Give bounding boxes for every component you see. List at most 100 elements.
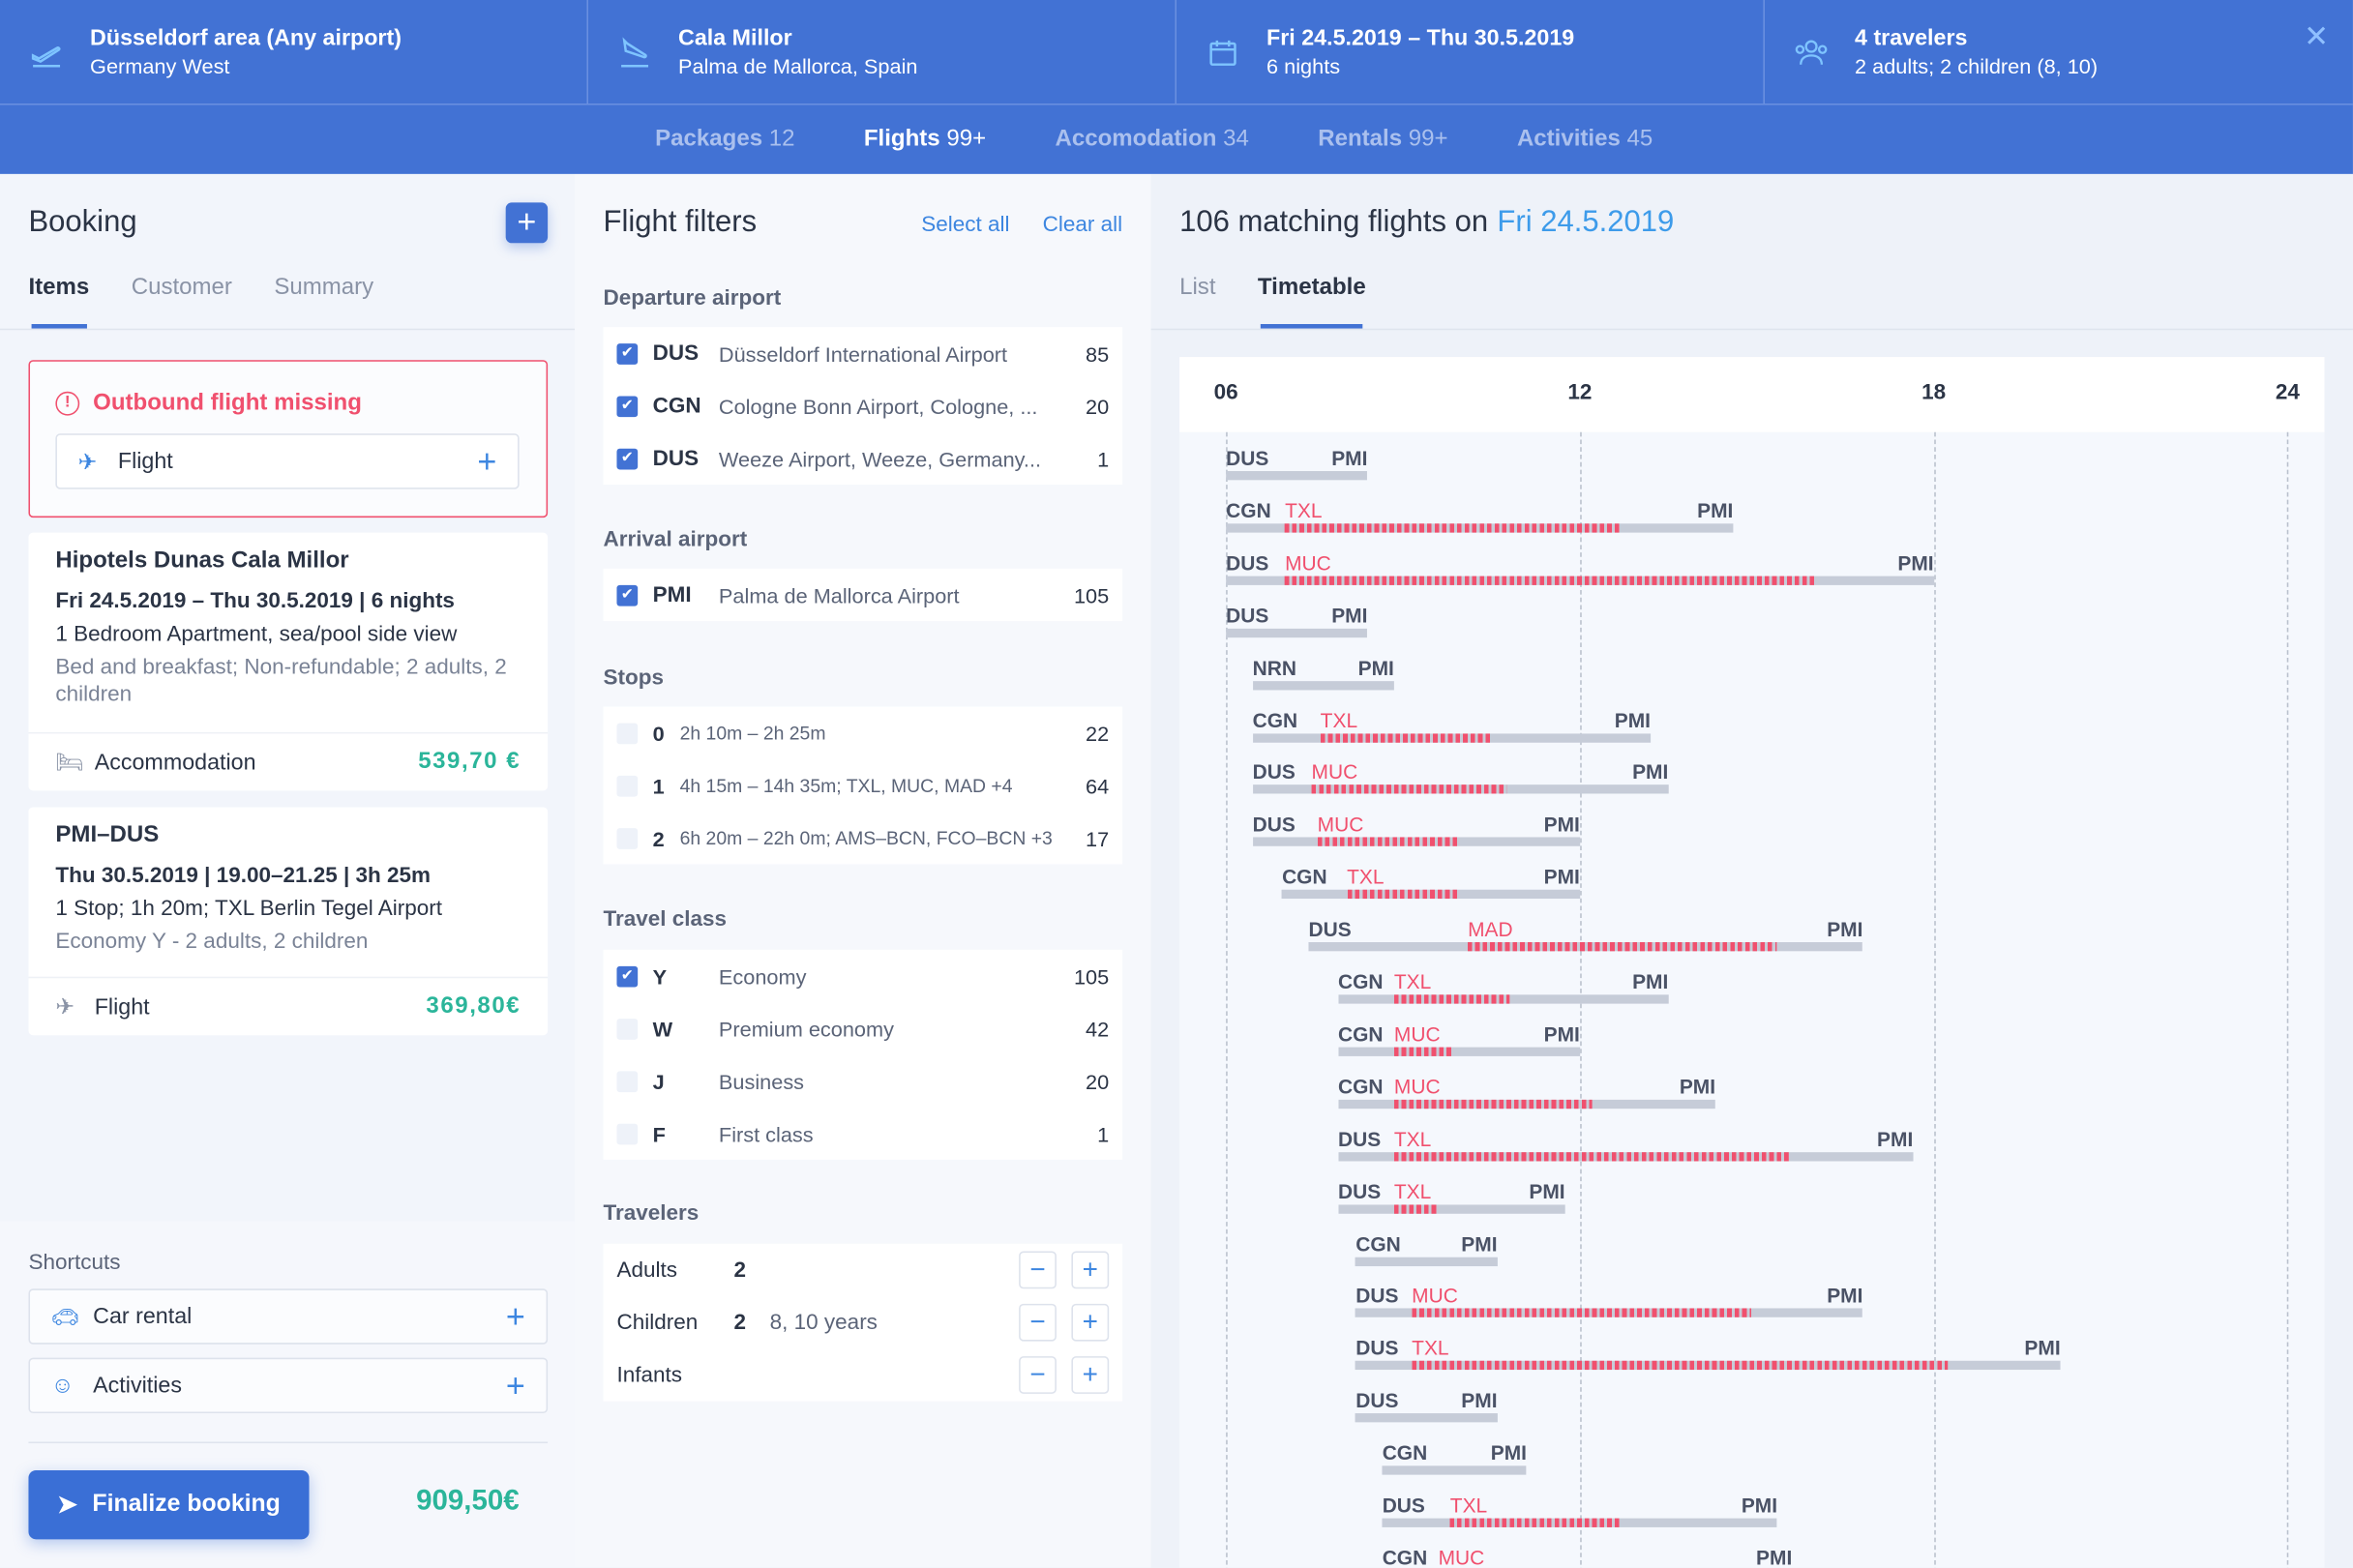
tab-packages[interactable]: Packages 12 bbox=[655, 126, 794, 153]
class-option[interactable]: ✔ Y Economy 105 bbox=[604, 950, 1123, 1002]
origin-label: DUS bbox=[1252, 760, 1296, 784]
layover-segment bbox=[1393, 994, 1509, 1004]
origin-title: Düsseldorf area (Any airport) bbox=[90, 25, 402, 51]
flight-bar[interactable] bbox=[1355, 1413, 1498, 1423]
decrement-button[interactable]: − bbox=[1019, 1303, 1057, 1342]
car-rental-shortcut[interactable]: 🚗︎ Car rental + bbox=[28, 1288, 549, 1345]
return-flight-card[interactable]: PMI–DUS Thu 30.5.2019 | 19.00–21.25 | 3h… bbox=[28, 807, 549, 1036]
select-all-link[interactable]: Select all bbox=[921, 213, 1010, 238]
destination-label: PMI bbox=[1897, 551, 1934, 575]
activities-shortcut[interactable]: ☺ Activities + bbox=[28, 1357, 549, 1414]
checkbox[interactable] bbox=[616, 775, 639, 796]
origin-label: CGN bbox=[1337, 1075, 1384, 1099]
decrement-button[interactable]: − bbox=[1019, 1356, 1057, 1394]
add-outbound-flight-button[interactable]: ✈ Flight + bbox=[55, 433, 520, 489]
row-label: Infants bbox=[616, 1363, 682, 1387]
axis-tick-label: 06 bbox=[1213, 380, 1238, 405]
flight-bar[interactable] bbox=[1337, 1203, 1565, 1214]
stops-option[interactable]: 2 6h 20m – 22h 0m; AMS–BCN, FCO–BCN +3 17 bbox=[604, 812, 1123, 864]
flight-bar[interactable] bbox=[1226, 471, 1368, 481]
checkbox[interactable] bbox=[616, 1122, 639, 1144]
tab-timetable[interactable]: Timetable bbox=[1257, 274, 1366, 329]
tab-summary[interactable]: Summary bbox=[274, 274, 374, 301]
stops-option[interactable]: 0 2h 10m – 2h 25m 22 bbox=[604, 707, 1123, 759]
tab-label: Accomodation bbox=[1055, 126, 1217, 152]
close-icon[interactable]: ✕ bbox=[2304, 20, 2330, 54]
finalize-booking-button[interactable]: ➤ Finalize booking bbox=[28, 1469, 310, 1540]
tab-flights[interactable]: Flights 99+ bbox=[864, 126, 986, 153]
finalize-label: Finalize booking bbox=[92, 1491, 281, 1518]
tab-rentals[interactable]: Rentals 99+ bbox=[1318, 126, 1447, 153]
checkbox-checked[interactable]: ✔ bbox=[616, 584, 639, 606]
travelers-field[interactable]: 4 travelers 2 adults; 2 children (8, 10) … bbox=[1765, 0, 2353, 104]
origin-field[interactable]: Düsseldorf area (Any airport) Germany Wes… bbox=[0, 0, 588, 104]
count: 1 bbox=[1097, 446, 1110, 471]
destination-label: PMI bbox=[1827, 1285, 1863, 1308]
tab-label: Activities bbox=[1516, 126, 1621, 152]
flight-bar[interactable] bbox=[1252, 680, 1394, 690]
stops-detail: 4h 15m – 14h 35m; TXL, MUC, MAD +4 bbox=[679, 775, 1013, 796]
departure-option[interactable]: ✔ CGN Cologne Bonn Airport, Cologne, ... 20 bbox=[604, 379, 1123, 431]
travelers-title: 4 travelers bbox=[1855, 25, 1968, 51]
checkbox[interactable] bbox=[616, 722, 639, 744]
class-option[interactable]: J Business 20 bbox=[604, 1054, 1123, 1107]
add-booking-item-button[interactable]: + bbox=[505, 202, 549, 244]
increment-button[interactable]: + bbox=[1071, 1251, 1110, 1289]
checkbox[interactable] bbox=[616, 1018, 639, 1040]
infants-row: Infants − + bbox=[604, 1348, 1123, 1401]
class-option[interactable]: F First class 1 bbox=[604, 1108, 1123, 1160]
booking-title: Booking bbox=[28, 205, 137, 239]
checkbox-checked[interactable]: ✔ bbox=[616, 447, 639, 469]
flight-bar[interactable] bbox=[1337, 1047, 1580, 1056]
origin-label: CGN bbox=[1337, 1022, 1384, 1046]
checkbox[interactable] bbox=[616, 827, 639, 849]
increment-button[interactable]: + bbox=[1071, 1356, 1110, 1394]
flight-bar[interactable] bbox=[1355, 1256, 1498, 1266]
tab-activities[interactable]: Activities 45 bbox=[1517, 126, 1653, 153]
flight-bar[interactable] bbox=[1226, 628, 1368, 637]
tab-list[interactable]: List bbox=[1179, 274, 1216, 301]
checkbox[interactable] bbox=[616, 1070, 639, 1092]
departure-option[interactable]: ✔ DUS Düsseldorf International Airport 85 bbox=[604, 327, 1123, 379]
clear-all-link[interactable]: Clear all bbox=[1042, 213, 1123, 238]
airport-name: Cologne Bonn Airport, Cologne, ... bbox=[718, 394, 1038, 418]
tab-customer[interactable]: Customer bbox=[131, 274, 232, 301]
tab-accomodation[interactable]: Accomodation 34 bbox=[1055, 126, 1248, 153]
stops-detail: 6h 20m – 22h 0m; AMS–BCN, FCO–BCN +3 bbox=[679, 827, 1053, 849]
destination-field[interactable]: Cala Millor Palma de Mallorca, Spain bbox=[588, 0, 1176, 104]
class-name: Economy bbox=[718, 963, 807, 989]
row-value: 2 bbox=[733, 1310, 746, 1335]
arrival-option[interactable]: ✔ PMI Palma de Mallorca Airport 105 bbox=[604, 569, 1123, 621]
origin-label: CGN bbox=[1226, 499, 1271, 522]
checkbox-checked[interactable]: ✔ bbox=[616, 965, 639, 987]
increment-button[interactable]: + bbox=[1071, 1303, 1110, 1342]
adults-row: Adults 2 − + bbox=[604, 1244, 1123, 1296]
flight-bar[interactable] bbox=[1382, 1465, 1528, 1475]
dates-title: Fri 24.5.2019 – Thu 30.5.2019 bbox=[1266, 25, 1575, 51]
tab-items[interactable]: Items bbox=[28, 274, 90, 329]
class-code: F bbox=[652, 1121, 666, 1146]
layover-segment bbox=[1393, 1099, 1593, 1109]
axis-tick-label: 12 bbox=[1567, 380, 1593, 405]
destination-label: PMI bbox=[1357, 656, 1394, 679]
stopover-label: MUC bbox=[1285, 551, 1331, 575]
checkbox-checked[interactable]: ✔ bbox=[616, 342, 639, 365]
divider bbox=[1150, 328, 2353, 331]
class-name: Premium economy bbox=[718, 1016, 894, 1041]
class-option[interactable]: W Premium economy 42 bbox=[604, 1002, 1123, 1054]
checkbox-checked[interactable]: ✔ bbox=[616, 395, 639, 417]
results-date[interactable]: Fri 24.5.2019 bbox=[1497, 205, 1675, 239]
destination-label: PMI bbox=[1543, 866, 1580, 889]
takeoff-icon bbox=[27, 32, 66, 71]
dates-field[interactable]: Fri 24.5.2019 – Thu 30.5.2019 6 nights bbox=[1176, 0, 1765, 104]
hotel-details: Bed and breakfast; Non-refundable; 2 adu… bbox=[55, 655, 507, 707]
departure-option[interactable]: ✔ DUS Weeze Airport, Weeze, Germany... 1 bbox=[604, 432, 1123, 485]
destination-subtitle: Palma de Mallorca, Spain bbox=[678, 53, 918, 78]
decrement-button[interactable]: − bbox=[1019, 1251, 1057, 1289]
destination-label: PMI bbox=[1632, 760, 1669, 784]
class-code: J bbox=[652, 1069, 665, 1093]
hotel-card[interactable]: Hipotels Dunas Cala Millor Fri 24.5.2019… bbox=[28, 532, 549, 791]
flight-price: 369,80€ bbox=[426, 992, 521, 1020]
hotel-dates: Fri 24.5.2019 – Thu 30.5.2019 | 6 nights bbox=[55, 589, 455, 614]
stops-option[interactable]: 1 4h 15m – 14h 35m; TXL, MUC, MAD +4 64 bbox=[604, 759, 1123, 812]
